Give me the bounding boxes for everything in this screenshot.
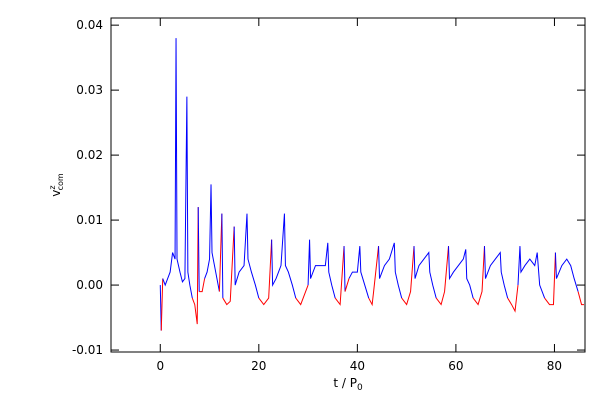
y-tick-label: 0.03 [76,83,103,97]
y-label-sup: z [48,185,57,189]
y-tick-label: 0.01 [76,213,103,227]
data-line [577,291,585,306]
x-tick-label: 0 [156,359,164,373]
y-tick-label: -0.01 [72,343,103,357]
data-line [435,246,450,306]
y-tick-label: 0.02 [76,148,103,162]
data-line [517,246,546,299]
x-tick-label: 60 [448,359,463,373]
data-line [222,226,235,306]
data-line [160,278,164,331]
data-line [191,207,199,325]
data-line [348,246,370,299]
data-line [544,252,556,306]
data-line [554,252,579,292]
x-label-sub: 0 [357,383,363,393]
data-line [368,246,380,307]
y-label-sub: com [56,173,65,190]
x-axis-label: t / P0 [333,376,363,393]
data-line [204,184,220,292]
data-line [472,246,485,306]
x-label-text: t / P [333,376,357,390]
data-line [344,278,350,292]
x-tick-label: 80 [547,359,562,373]
data-line [258,239,273,306]
plot-frame [110,17,586,353]
data-line [199,278,206,293]
data-line [307,239,336,299]
y-tick-label: 0.00 [76,278,103,292]
y-tick-label: 0.04 [76,18,103,32]
data-line [483,246,509,299]
data-line [221,213,224,299]
data-line [413,246,437,299]
x-tick-label: 40 [350,359,365,373]
data-line [295,284,309,306]
data-line [271,213,297,299]
data-line [378,242,403,299]
data-line [401,246,415,306]
y-axis-label: vzcom [48,173,65,197]
data-line [162,38,193,299]
data-line [448,246,474,299]
data-line [343,246,346,292]
y-label-text: v [49,190,63,197]
data-line [507,285,519,313]
data-line [334,246,345,306]
data-line [218,213,223,292]
x-tick-label: 20 [251,359,266,373]
data-line [197,207,200,292]
data-line [233,213,260,299]
